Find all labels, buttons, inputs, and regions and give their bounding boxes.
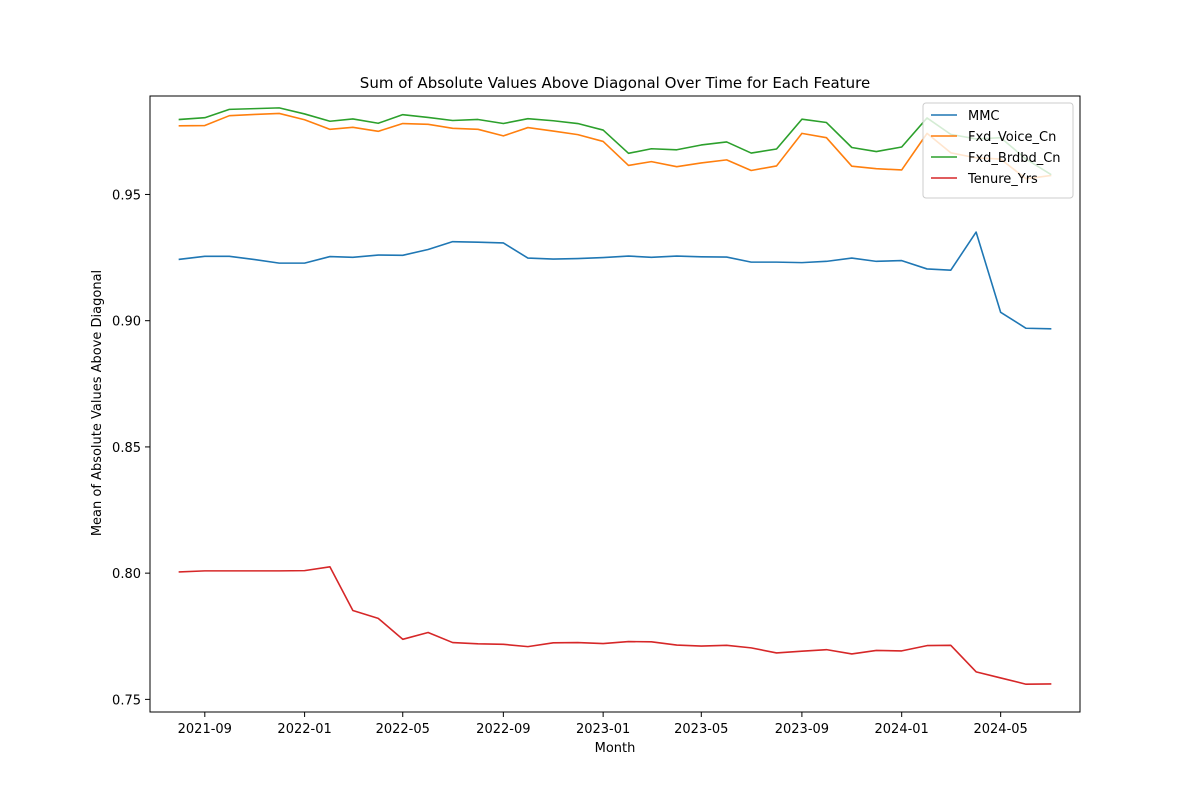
x-tick-label: 2022-01 [277, 722, 331, 737]
y-tick-label: 0.90 [112, 315, 141, 330]
x-axis-ticks: 2021-09 2022-01 2022-05 2022-09 2023-01 2023-… [178, 712, 1028, 737]
x-tick-label: 2022-05 [376, 722, 430, 737]
x-tick-label: 2023-01 [576, 722, 630, 737]
y-axis-ticks: 0.75 0.80 0.85 0.90 0.95 [112, 188, 150, 708]
x-tick-label: 2024-01 [875, 722, 929, 737]
legend-label-fxd-voice-cn: Fxd_Voice_Cn [968, 130, 1056, 145]
legend-label-mmc: MMC [968, 109, 1000, 124]
y-tick-label: 0.95 [112, 188, 141, 203]
plot-frame [149, 95, 1081, 713]
x-tick-label: 2022-09 [476, 722, 530, 737]
series-line-fxd-brdbd-cn [178, 107, 1052, 176]
y-tick-label: 0.80 [112, 567, 141, 582]
x-tick-label: 2023-05 [674, 722, 728, 737]
series-line-tenure-yrs [178, 566, 1052, 686]
y-tick-label: 0.75 [112, 693, 141, 708]
chart-title: Sum of Absolute Values Above Diagonal Ov… [360, 74, 870, 92]
legend-label-tenure-yrs: Tenure_Yrs [967, 172, 1038, 187]
y-axis-label: Mean of Absolute Values Above Diagonal [90, 270, 105, 536]
series-line-mmc [178, 231, 1052, 330]
x-tick-label: 2024-05 [973, 722, 1027, 737]
x-axis-label: Month [595, 741, 636, 756]
x-tick-label: 2023-09 [775, 722, 829, 737]
x-tick-label: 2021-09 [178, 722, 232, 737]
legend-label-fxd-brdbd-cn: Fxd_Brdbd_Cn [968, 151, 1061, 166]
series-line-fxd-voice-cn [178, 112, 1052, 180]
series-layer [178, 107, 1052, 686]
y-tick-label: 0.85 [112, 441, 141, 456]
legend: MMC Fxd_Voice_Cn Fxd_Brdbd_Cn Tenure_Yrs [922, 102, 1074, 199]
legend-box [922, 102, 1074, 199]
